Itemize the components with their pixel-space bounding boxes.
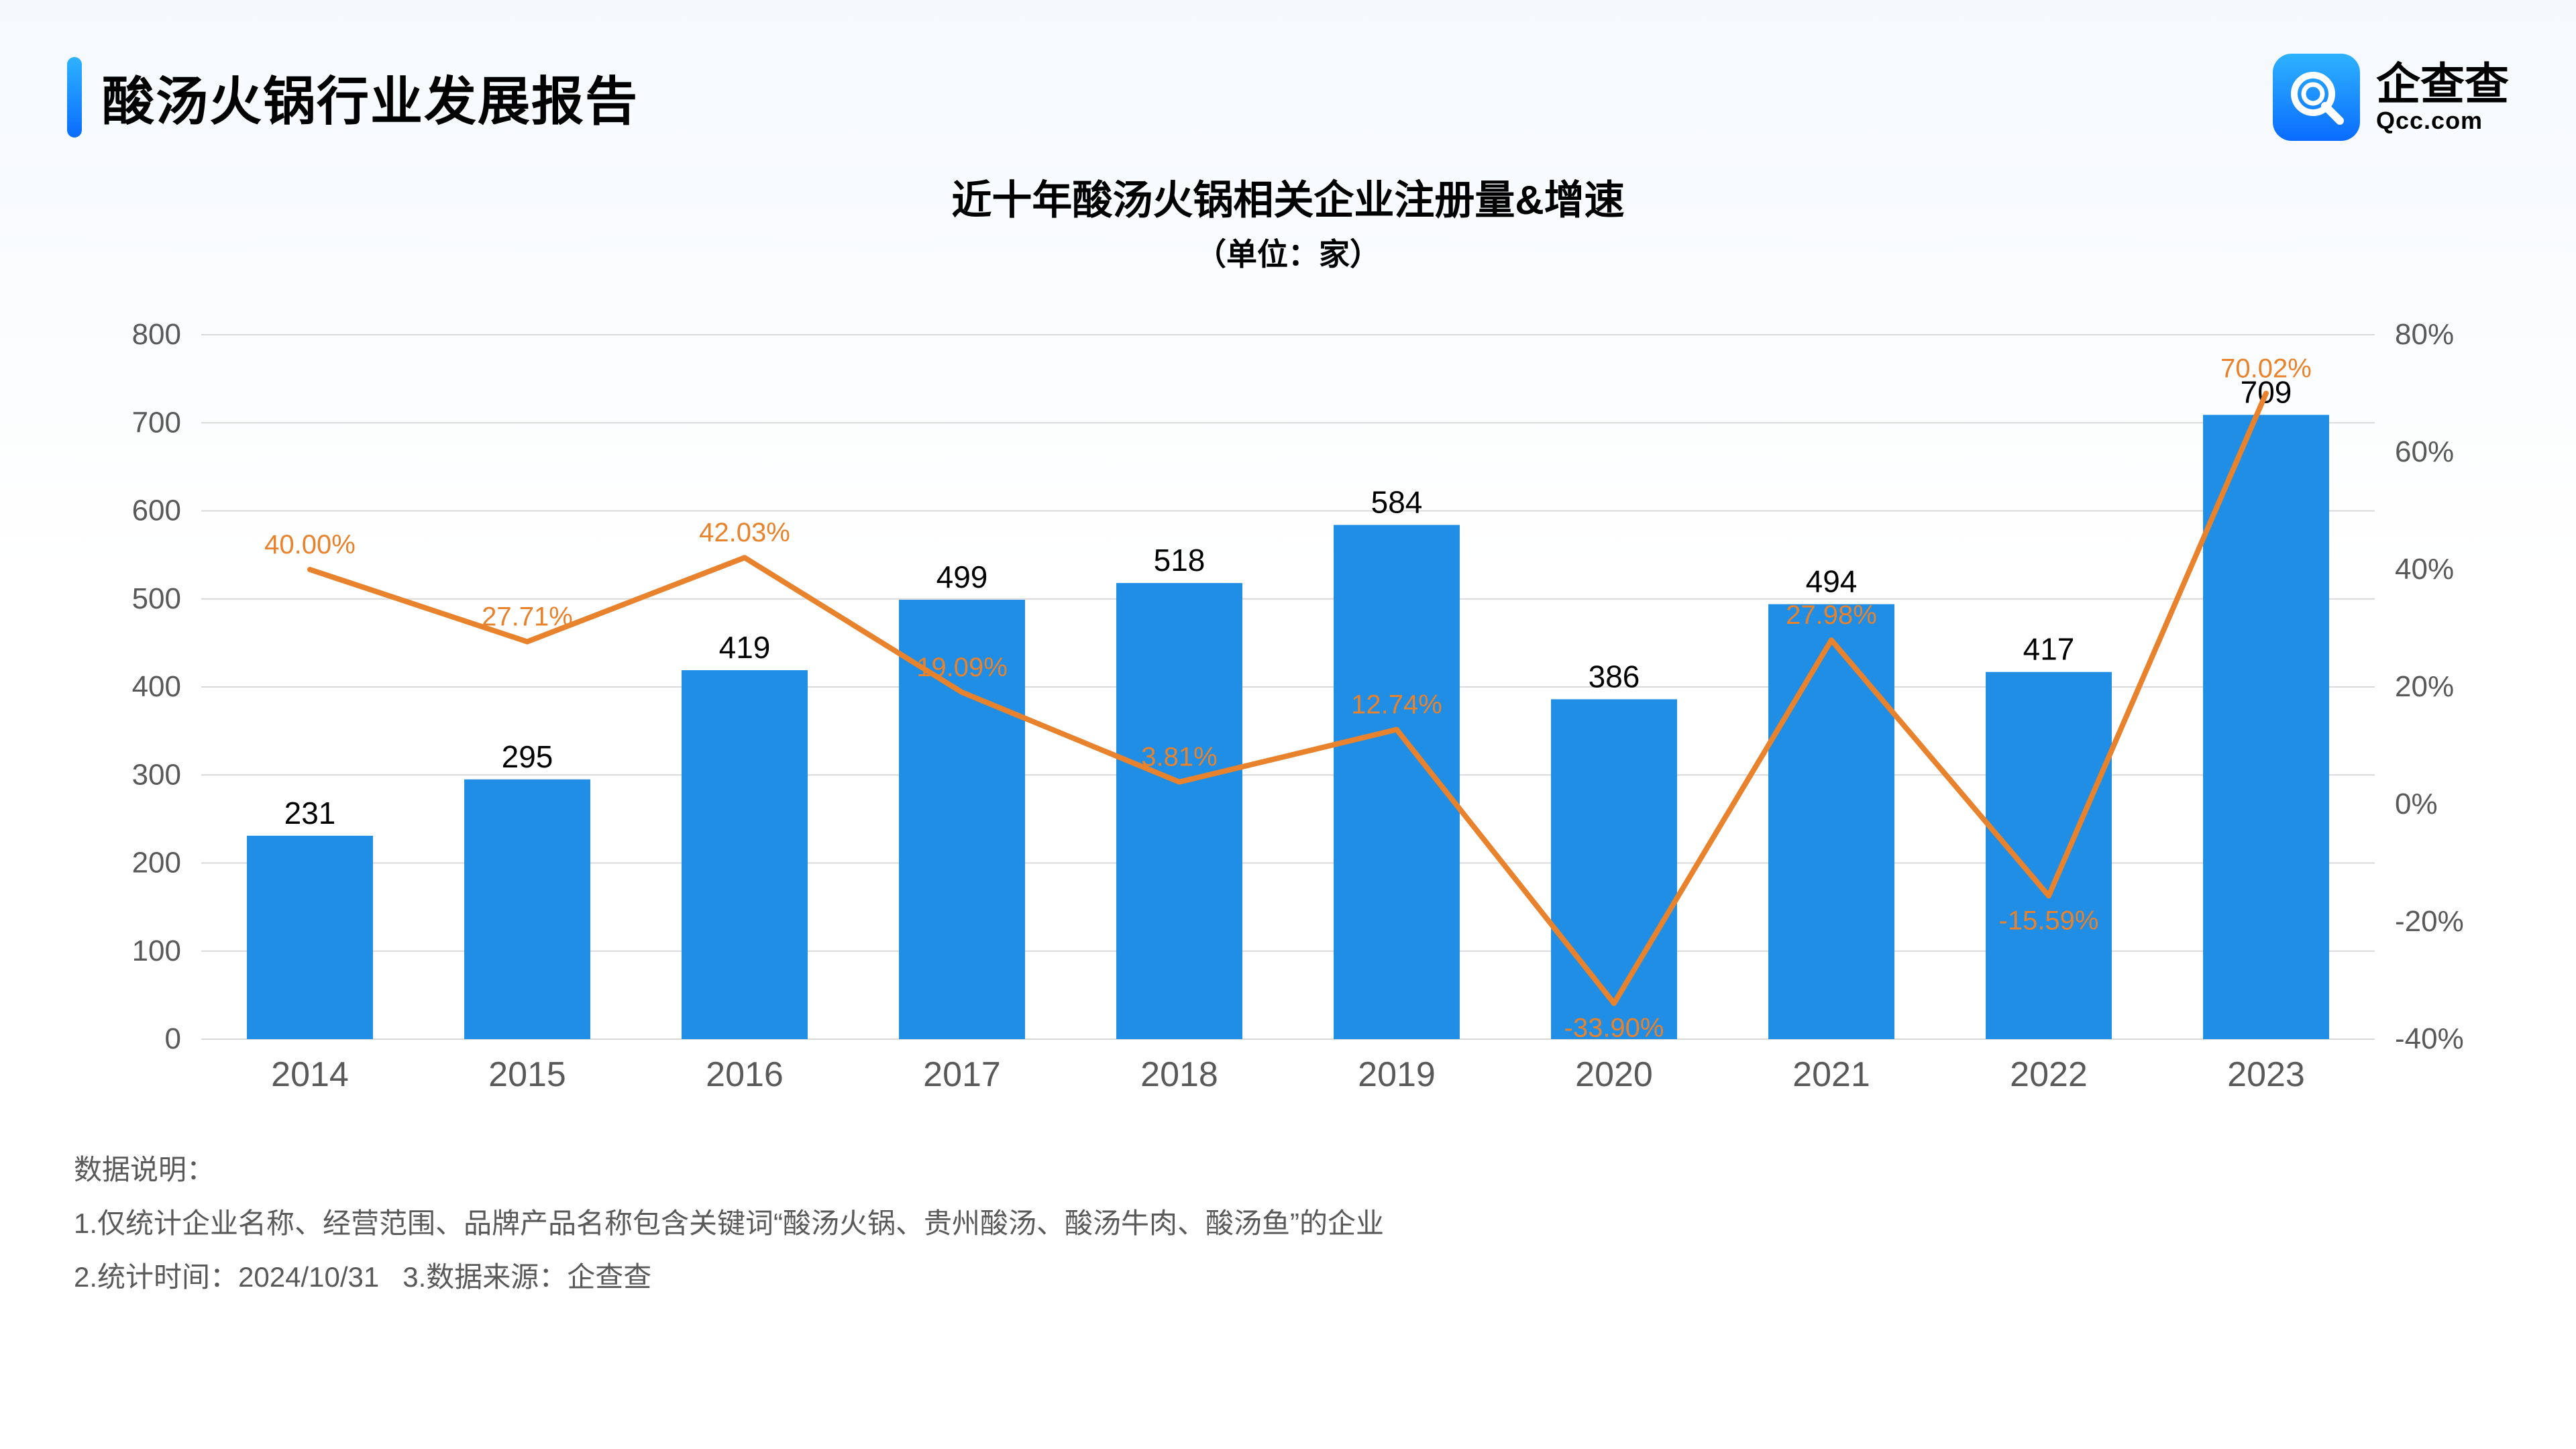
line-value-label: 40.00%: [264, 530, 356, 559]
title-wrap: 酸汤火锅行业发展报告: [67, 57, 639, 138]
bar: [682, 670, 808, 1039]
chart-container: 0 100 200 300 400 500 600 700 800 -40% -20% 0% 20% 40…: [67, 294, 2509, 1126]
header: 酸汤火锅行业发展报告 企查查 Qcc.com: [67, 54, 2509, 141]
title-accent-bar: [67, 57, 82, 138]
bar: [1551, 699, 1677, 1039]
bar: [2203, 415, 2329, 1039]
bar-value-label: 417: [2023, 632, 2075, 667]
bar-value-label: 419: [719, 630, 771, 665]
line-value-label: 19.09%: [916, 653, 1008, 682]
y-left-tick: 500: [132, 582, 181, 615]
line-value-label: 42.03%: [699, 518, 790, 547]
page-title: 酸汤火锅行业发展报告: [102, 60, 639, 135]
y-left-tick: 700: [132, 406, 181, 439]
bar-value-label: 386: [1589, 659, 1640, 694]
bar-value-label: 295: [502, 739, 553, 774]
combo-chart: 0 100 200 300 400 500 600 700 800 -40% -20% 0% 20% 40…: [67, 294, 2509, 1126]
page-root: 酸汤火锅行业发展报告 企查查 Qcc.com 近十年酸汤火锅相关企业注册量&增速…: [0, 0, 2576, 1449]
category-label: 2014: [271, 1055, 349, 1094]
growth-line: [310, 393, 2266, 1003]
chart-title: 近十年酸汤火锅相关企业注册量&增速: [67, 168, 2509, 226]
bar: [1116, 583, 1242, 1039]
bar: [247, 836, 373, 1039]
y-left-tick: 200: [132, 847, 181, 879]
y-right-tick: 40%: [2395, 553, 2454, 586]
category-label: 2016: [706, 1055, 784, 1094]
bar: [1986, 672, 2112, 1039]
bar-value-label: 231: [284, 796, 336, 830]
category-label: 2020: [1575, 1055, 1653, 1094]
category-label: 2018: [1140, 1055, 1218, 1094]
bar-value-label: 494: [1806, 564, 1858, 599]
line-value-label: 12.74%: [1351, 690, 1442, 720]
bar-value-label: 584: [1371, 485, 1423, 520]
y-right-tick: 80%: [2395, 318, 2454, 351]
brand-logo-icon: [2273, 54, 2360, 141]
y-left-tick: 0: [165, 1022, 181, 1055]
line-value-label: -33.90%: [1564, 1014, 1664, 1043]
brand-sub: Qcc.com: [2376, 108, 2509, 133]
category-label: 2023: [2227, 1055, 2305, 1094]
bar-value-label: 518: [1154, 543, 1205, 578]
category-label: 2017: [923, 1055, 1001, 1094]
y-left-tick: 100: [132, 934, 181, 967]
line-value-label: 27.98%: [1786, 600, 1877, 630]
footnotes: 数据说明： 1.仅统计企业名称、经营范围、品牌产品名称包含关键词“酸汤火锅、贵州…: [67, 1143, 2509, 1303]
y-right-tick: 60%: [2395, 435, 2454, 468]
brand-text: 企查查 Qcc.com: [2376, 61, 2509, 133]
line-value-label: 70.02%: [2220, 354, 2312, 383]
chart-title-block: 近十年酸汤火锅相关企业注册量&增速 （单位：家）: [67, 168, 2509, 274]
category-label: 2019: [1358, 1055, 1436, 1094]
category-label: 2021: [1792, 1055, 1870, 1094]
y-left-tick: 300: [132, 758, 181, 791]
y-right-tick: 20%: [2395, 670, 2454, 703]
y-right-tick: 0%: [2395, 788, 2438, 820]
brand-name: 企查查: [2376, 61, 2509, 107]
bar: [1768, 604, 1894, 1039]
footnote-line-1: 1.仅统计企业名称、经营范围、品牌产品名称包含关键词“酸汤火锅、贵州酸汤、酸汤牛…: [74, 1197, 2509, 1250]
bar: [464, 780, 590, 1039]
footnote-line-2: 2.统计时间：2024/10/31 3.数据来源：企查查: [74, 1250, 2509, 1304]
line-value-label: 27.71%: [482, 602, 573, 632]
y-left-tick: 400: [132, 670, 181, 703]
bar-value-label: 499: [936, 559, 988, 594]
footnote-intro: 数据说明：: [74, 1143, 2509, 1197]
line-value-label: 3.81%: [1141, 743, 1217, 772]
y-right-tick: -40%: [2395, 1022, 2464, 1055]
y-left-tick: 600: [132, 494, 181, 527]
y-right-tick: -20%: [2395, 905, 2464, 938]
brand: 企查查 Qcc.com: [2273, 54, 2509, 141]
line-value-label: -15.59%: [1999, 906, 2099, 935]
y-left-tick: 800: [132, 318, 181, 351]
category-label: 2022: [2010, 1055, 2088, 1094]
category-label: 2015: [488, 1055, 566, 1094]
chart-subtitle: （单位：家）: [67, 230, 2509, 274]
